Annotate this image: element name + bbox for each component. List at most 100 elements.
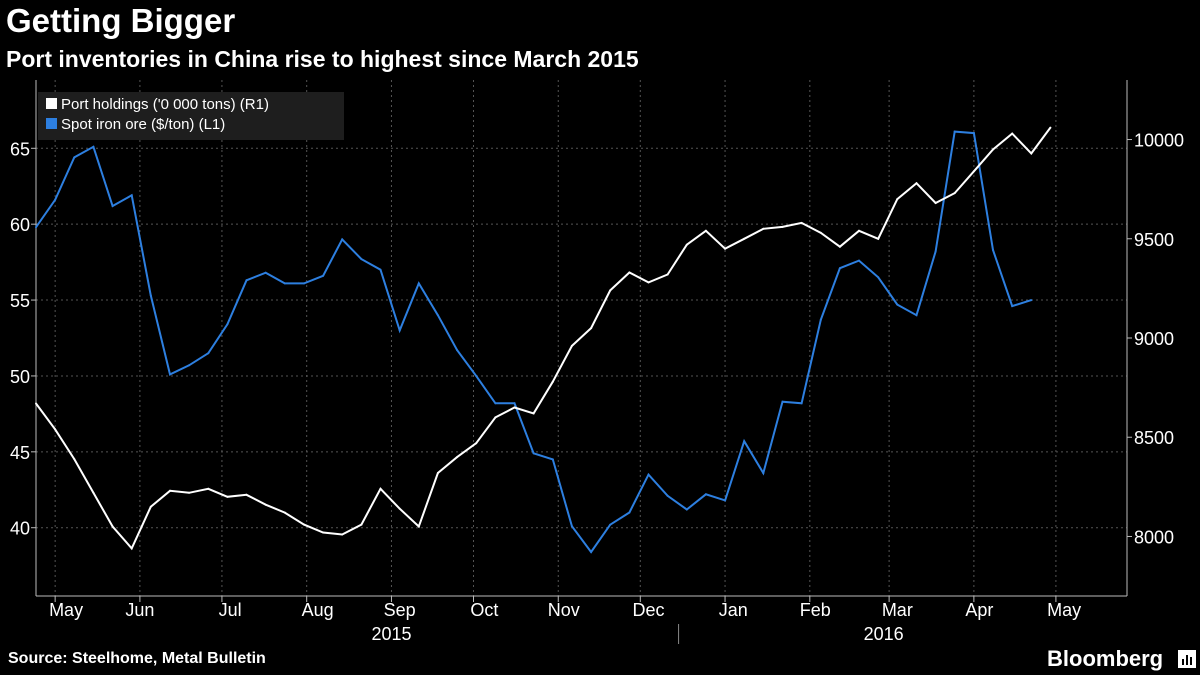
data-point-spot-iron-ore xyxy=(972,132,975,135)
legend-label-port: Port holdings ('0 000 tons) (R1) xyxy=(61,96,269,113)
data-point-port-holdings xyxy=(819,231,822,234)
data-point-port-holdings xyxy=(953,192,956,195)
data-point-spot-iron-ore xyxy=(130,194,133,197)
data-point-port-holdings xyxy=(896,198,899,201)
data-point-spot-iron-ore xyxy=(456,349,459,352)
data-point-spot-iron-ore xyxy=(398,329,401,332)
x-tick-label: Sep xyxy=(384,600,416,620)
x-tick-label: Feb xyxy=(800,600,831,620)
right-tick-label: 8000 xyxy=(1134,527,1174,547)
data-point-port-holdings xyxy=(858,229,860,232)
data-point-spot-iron-ore xyxy=(322,274,325,277)
x-tick-label: May xyxy=(1047,600,1081,620)
data-point-spot-iron-ore xyxy=(283,282,286,285)
data-point-port-holdings xyxy=(398,507,401,510)
data-point-spot-iron-ore xyxy=(149,294,152,297)
chart-subtitle: Port inventories in China rise to highes… xyxy=(6,46,639,72)
data-point-port-holdings xyxy=(494,416,497,419)
data-point-port-holdings xyxy=(322,531,325,534)
data-point-port-holdings xyxy=(551,380,554,383)
data-point-spot-iron-ore xyxy=(436,314,439,317)
data-point-spot-iron-ore xyxy=(111,205,114,207)
data-point-spot-iron-ore xyxy=(992,249,994,251)
x-tick-label: Jun xyxy=(125,600,154,620)
year-label: 2016 xyxy=(864,624,904,644)
data-point-port-holdings xyxy=(532,412,535,415)
data-point-spot-iron-ore xyxy=(609,523,612,526)
legend-swatch-port xyxy=(46,98,57,109)
data-point-port-holdings xyxy=(704,229,707,232)
right-tick-label: 10000 xyxy=(1134,131,1184,151)
data-point-port-holdings xyxy=(590,327,593,330)
x-tick-label: Apr xyxy=(965,600,993,620)
data-point-port-holdings xyxy=(169,489,171,492)
data-point-port-holdings xyxy=(207,487,210,490)
right-tick-label: 9000 xyxy=(1134,329,1174,349)
data-point-port-holdings xyxy=(417,525,420,528)
grid-lines xyxy=(36,80,1127,596)
data-point-port-holdings xyxy=(475,442,478,445)
data-point-spot-iron-ore xyxy=(303,282,305,285)
data-point-port-holdings xyxy=(647,281,650,284)
data-point-spot-iron-ore xyxy=(513,402,516,405)
data-point-spot-iron-ore xyxy=(379,268,382,271)
data-point-spot-iron-ore xyxy=(73,156,76,159)
data-point-port-holdings xyxy=(992,148,994,151)
series-line-port-holdings xyxy=(35,127,1052,551)
data-point-port-holdings xyxy=(628,271,631,274)
data-point-spot-iron-ore xyxy=(685,508,688,511)
data-point-spot-iron-ore xyxy=(666,494,669,497)
data-point-spot-iron-ore xyxy=(35,226,37,229)
year-label: 2015 xyxy=(371,624,411,644)
data-point-spot-iron-ore xyxy=(838,267,841,270)
data-point-port-holdings xyxy=(838,245,841,248)
data-point-port-holdings xyxy=(666,273,669,276)
chart-title: Getting Bigger xyxy=(6,2,236,39)
data-point-port-holdings xyxy=(762,227,765,230)
x-tick-label: Mar xyxy=(882,600,913,620)
data-point-port-holdings xyxy=(1011,132,1014,135)
data-point-spot-iron-ore xyxy=(647,473,650,476)
data-point-spot-iron-ore xyxy=(475,374,478,377)
data-point-port-holdings xyxy=(341,533,344,536)
data-point-port-holdings xyxy=(245,493,248,496)
data-point-port-holdings xyxy=(915,182,918,185)
data-points xyxy=(35,126,1052,553)
data-point-port-holdings xyxy=(264,503,267,506)
data-point-spot-iron-ore xyxy=(896,303,899,306)
data-point-spot-iron-ore xyxy=(934,250,937,253)
data-point-spot-iron-ore xyxy=(54,198,57,201)
data-point-port-holdings xyxy=(379,487,382,490)
data-point-spot-iron-ore xyxy=(953,130,956,133)
left-tick-label: 65 xyxy=(10,139,30,159)
data-point-port-holdings xyxy=(570,344,573,347)
left-tick-label: 40 xyxy=(10,519,30,539)
data-point-port-holdings xyxy=(54,428,57,431)
data-point-spot-iron-ore xyxy=(1030,299,1033,302)
data-point-spot-iron-ore xyxy=(724,499,727,502)
x-tick-label: Jan xyxy=(719,600,748,620)
legend: Port holdings ('0 000 tons) (R1) Spot ir… xyxy=(38,92,344,140)
data-point-port-holdings xyxy=(188,491,191,494)
data-point-port-holdings xyxy=(781,225,784,228)
source-note: Source: Steelhome, Metal Bulletin xyxy=(8,650,266,667)
left-tick-label: 55 xyxy=(10,291,30,311)
x-tick-label: Dec xyxy=(632,600,664,620)
data-point-spot-iron-ore xyxy=(551,458,554,461)
data-point-spot-iron-ore xyxy=(570,525,573,528)
data-point-port-holdings xyxy=(1030,152,1033,155)
data-point-port-holdings xyxy=(35,402,37,405)
data-point-port-holdings xyxy=(934,202,937,204)
x-tick-label: Nov xyxy=(548,600,580,620)
series-line-spot-iron-ore xyxy=(35,130,1032,554)
data-point-port-holdings xyxy=(111,525,114,528)
data-point-spot-iron-ore xyxy=(704,493,707,496)
data-point-port-holdings xyxy=(877,237,880,240)
right-tick-label: 8500 xyxy=(1134,428,1174,448)
data-point-port-holdings xyxy=(226,495,229,498)
data-point-spot-iron-ore xyxy=(590,551,593,553)
data-point-spot-iron-ore xyxy=(341,238,344,241)
data-point-port-holdings xyxy=(149,505,152,508)
right-tick-label: 9500 xyxy=(1134,230,1174,250)
